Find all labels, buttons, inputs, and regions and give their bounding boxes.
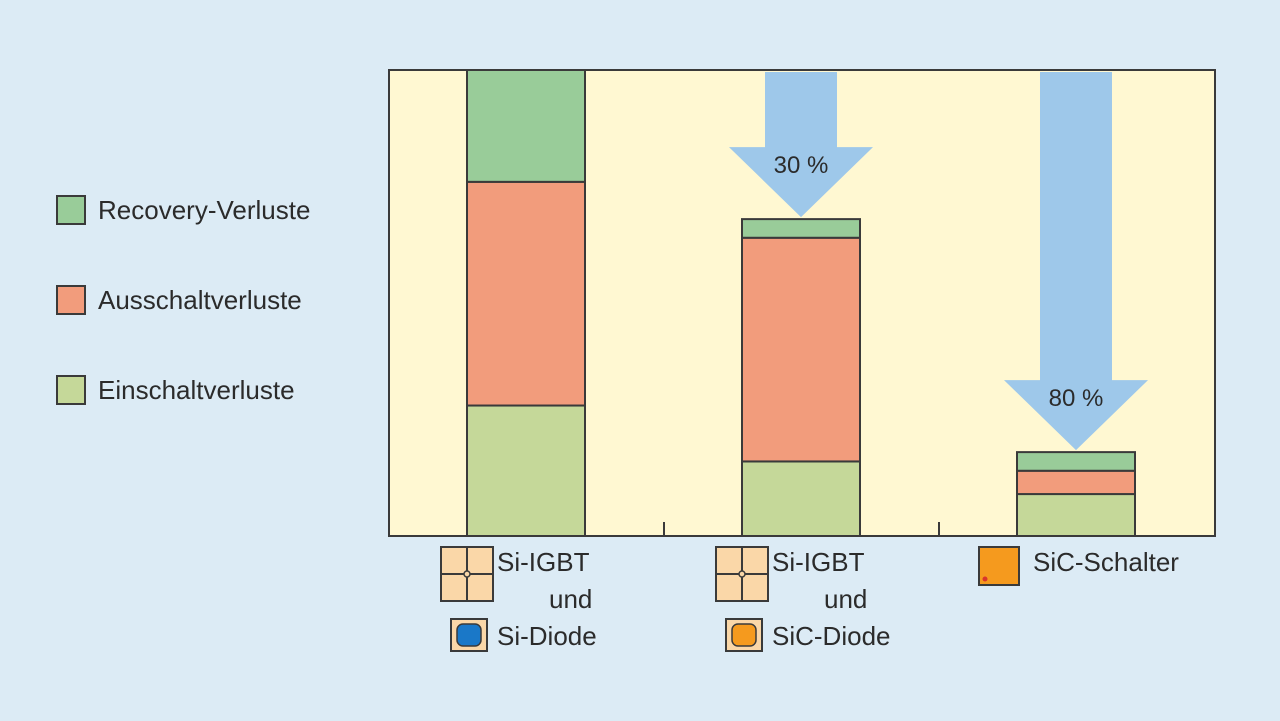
x-axis-ticks (663, 522, 940, 536)
reduction-arrows: 30 % 80 % (729, 72, 1148, 451)
legend-swatch-einschaltverluste (56, 375, 86, 405)
bar-recovery-verluste-3 (1016, 451, 1136, 472)
category-label-2-line-2: und (824, 584, 867, 614)
legend-swatch-ausschaltverluste (56, 285, 86, 315)
stacked-bars (466, 69, 1136, 537)
reduction-label-2: 80 % (1049, 385, 1104, 412)
reduction-label-1: 30 % (774, 152, 829, 179)
bar-einschaltverluste-3 (1016, 493, 1136, 537)
legend-label-ausschaltverluste: Ausschaltverluste (98, 285, 302, 315)
reduction-arrow-2 (1004, 72, 1148, 451)
legend-label-recovery-verluste: Recovery-Verluste (98, 195, 310, 225)
legend: Recovery-Verluste Ausschaltverluste Einsch… (56, 195, 310, 405)
igbt-module-icon-1 (440, 546, 494, 602)
bar-einschaltverluste-1 (466, 404, 586, 537)
sic-switch-icon (978, 546, 1020, 586)
bar-ausschaltverluste-1 (466, 180, 586, 407)
category-labels: Si-IGBT und Si-Diode Si-IGBT und SiC-Diode SiC… (440, 546, 1179, 652)
bar-recovery-verluste-1 (466, 69, 586, 183)
legend-label-einschaltverluste: Einschaltverluste (98, 375, 295, 405)
category-label-3-line-1: SiC-Schalter (1033, 547, 1179, 577)
legend-swatch-recovery-verluste (56, 195, 86, 225)
sic-diode-icon (725, 618, 763, 652)
bar-ausschaltverluste-2 (741, 236, 861, 463)
category-label-1-line-2: und (549, 584, 592, 614)
category-label-1-line-1: Si-IGBT (497, 547, 590, 577)
reduction-arrow-1 (729, 72, 873, 218)
category-label-2-line-1: Si-IGBT (772, 547, 865, 577)
bar-recovery-verluste-2 (741, 218, 861, 239)
bar-ausschaltverluste-3 (1016, 469, 1136, 496)
bar-einschaltverluste-2 (741, 460, 861, 537)
igbt-module-icon-2 (715, 546, 769, 602)
category-label-2-line-3: SiC-Diode (772, 621, 891, 651)
si-diode-icon (450, 618, 488, 652)
category-label-1-line-3: Si-Diode (497, 621, 597, 651)
